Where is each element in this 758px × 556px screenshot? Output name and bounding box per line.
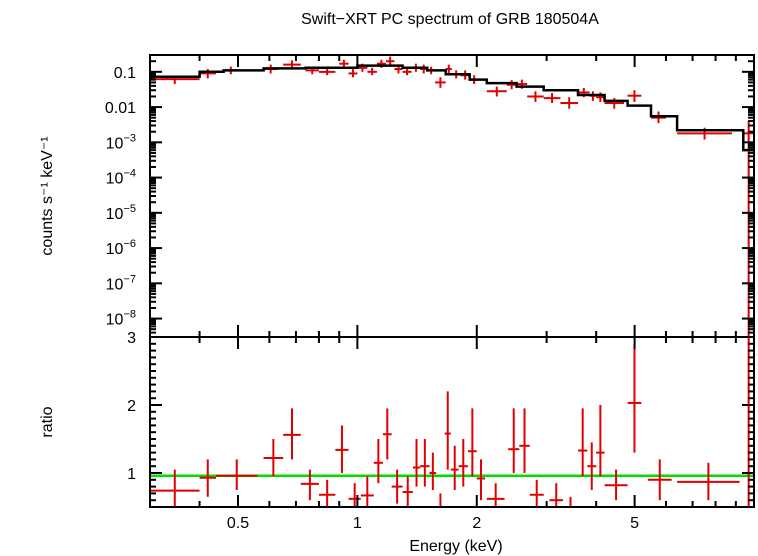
ratio-plot-area	[150, 337, 754, 507]
x-axis-label: Energy (keV)	[409, 538, 502, 555]
ratio-data-point	[150, 469, 200, 507]
spectrum-y-tick-label: 10−7	[106, 273, 136, 293]
ratio-data-point	[587, 442, 597, 490]
ratio-data-point	[360, 476, 374, 507]
spectrum-y-axis-label: counts s⁻¹ keV⁻¹	[39, 136, 56, 255]
ratio-data-point	[604, 469, 628, 501]
ratio-data-point	[549, 483, 564, 507]
spectrum-data-point	[627, 90, 642, 102]
spectrum-y-tick-label: 10−3	[106, 132, 136, 152]
spectrum-y-tick-label: 0.01	[105, 100, 136, 117]
x-tick-label: 5	[630, 515, 639, 532]
ratio-data-point	[578, 408, 588, 477]
spectrum-data-point	[348, 69, 358, 78]
model-curve	[150, 64, 754, 152]
spectrum-panel-frame	[149, 54, 755, 338]
x-tick-label: 1	[353, 515, 362, 532]
ratio-data-point	[529, 479, 544, 507]
ratio-data-point	[283, 408, 301, 460]
ratio-data-point	[476, 459, 486, 501]
ratio-data-point	[458, 439, 468, 487]
ratio-panel: 0.5 1 2 5 1 2 3 ratio Energy (keV)	[39, 330, 755, 555]
ratio-data-point	[486, 483, 505, 507]
ratio-y-tick-label: 3	[127, 330, 136, 347]
spectrum-data-point	[199, 69, 216, 79]
ratio-data-point	[508, 408, 520, 473]
ratio-data-point	[420, 439, 430, 487]
ratio-data-point	[467, 408, 477, 477]
ratio-data-point	[647, 459, 672, 501]
ratio-data-point	[348, 483, 361, 507]
ratio-y-axis-label: ratio	[39, 406, 56, 437]
spectrum-data-point	[385, 56, 395, 66]
spectrum-y-tick-label: 0.1	[114, 65, 136, 82]
ratio-data-point	[412, 439, 421, 487]
ratio-y-tick-label: 1	[127, 466, 136, 483]
ratio-data-point	[450, 445, 459, 490]
ratio-data-point	[429, 452, 437, 490]
ratio-data-point	[215, 459, 258, 490]
spectrum-data-point	[435, 77, 446, 88]
ratio-data-point	[373, 439, 383, 484]
ratio-data-point	[439, 493, 442, 507]
spectrum-panel: 0.1 0.01 10−3 10−4 10−5 10−6 10−7 10−8 counts s…	[39, 54, 755, 338]
spectrum-y-tick-label: 10−4	[106, 168, 136, 188]
spectrum-data-point	[543, 93, 561, 104]
ratio-data-point	[627, 343, 642, 453]
spectrum-data-point	[367, 67, 377, 76]
spectrum-data-point	[445, 64, 452, 74]
ratio-data-point	[382, 408, 392, 460]
spectrum-plot-area	[150, 56, 754, 337]
spectrum-y-tick-label: 10−5	[106, 203, 136, 223]
spectrum-y-tick-label: 10−6	[106, 238, 136, 258]
ratio-data-point	[391, 469, 403, 504]
ratio-data-point	[335, 425, 349, 473]
ratio-data-point	[519, 408, 530, 473]
ratio-data-point	[300, 469, 319, 501]
ratio-panel-frame	[149, 336, 755, 508]
spectrum-y-tick-label: 10−8	[106, 309, 136, 329]
ratio-data-point	[569, 496, 572, 507]
spectrum-data-point	[506, 80, 517, 90]
ratio-data-point	[444, 391, 451, 470]
ratio-data-point	[596, 405, 605, 477]
spectrum-axis-ticks: 0.1 0.01 10−3 10−4 10−5 10−6 10−7 10−8	[105, 55, 755, 338]
ratio-data-point	[263, 439, 284, 477]
ratio-data-point	[677, 462, 740, 501]
chart-title: Swift−XRT PC spectrum of GRB 180504A	[301, 11, 599, 28]
ratio-data-point	[402, 476, 413, 507]
x-tick-label: 2	[472, 515, 481, 532]
ratio-data-point	[199, 459, 216, 497]
spectrum-data-point	[527, 91, 544, 102]
ratio-y-tick-label: 2	[127, 398, 136, 415]
x-tick-label: 0.5	[227, 515, 249, 532]
spectrum-data-point	[339, 59, 349, 68]
spectrum-data-point	[486, 86, 507, 97]
spectrum-data-point	[560, 97, 579, 109]
ratio-data-point	[318, 479, 336, 507]
ratio-axis-ticks: 0.5 1 2 5 1 2 3	[127, 330, 755, 532]
